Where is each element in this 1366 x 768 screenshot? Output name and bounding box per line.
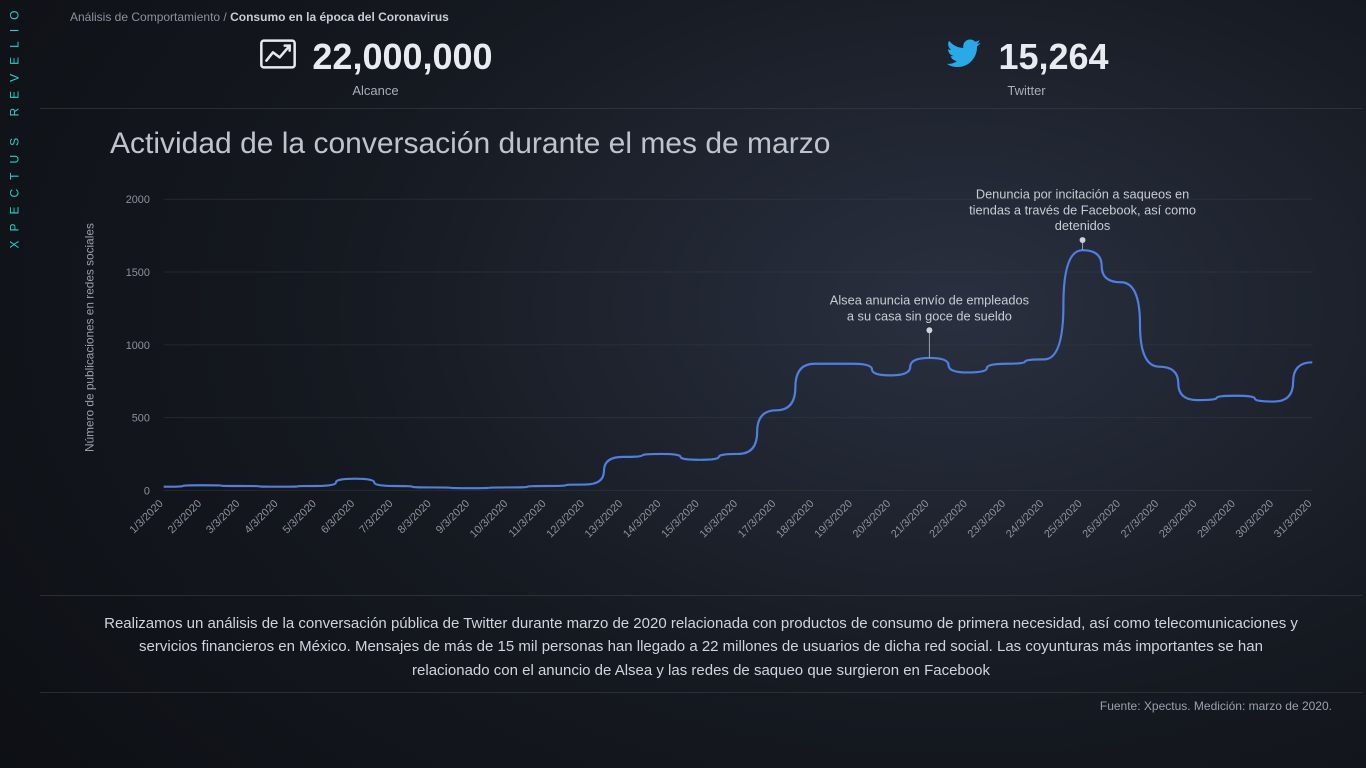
kpi-reach-value: 22,000,000 [312, 36, 492, 78]
svg-text:Alsea anuncia envío de emplead: Alsea anuncia envío de empleados [830, 293, 1029, 308]
kpi-twitter-label: Twitter [1007, 83, 1045, 98]
svg-text:1/3/2020: 1/3/2020 [127, 498, 165, 536]
svg-text:4/3/2020: 4/3/2020 [242, 498, 280, 536]
svg-text:20/3/2020: 20/3/2020 [851, 498, 894, 541]
svg-text:a su casa sin goce de sueldo: a su casa sin goce de sueldo [847, 308, 1012, 323]
activity-chart: 0 500 1000 1500 2000 1/3/20202/3/20203/3/2020… [70, 165, 1332, 595]
svg-text:21/3/2020: 21/3/2020 [889, 498, 932, 541]
svg-text:15/3/2020: 15/3/2020 [659, 498, 702, 541]
divider [40, 595, 1362, 596]
breadcrumb-root: Análisis de Comportamiento [70, 10, 220, 24]
chart-title: Actividad de la conversación durante el … [40, 109, 1362, 165]
twitter-icon [944, 34, 984, 79]
svg-text:16/3/2020: 16/3/2020 [698, 498, 741, 541]
svg-text:24/3/2020: 24/3/2020 [1004, 498, 1047, 541]
trend-up-icon [258, 34, 298, 79]
svg-text:26/3/2020: 26/3/2020 [1080, 498, 1123, 541]
svg-text:7/3/2020: 7/3/2020 [357, 498, 395, 536]
svg-text:2/3/2020: 2/3/2020 [166, 498, 204, 536]
svg-text:22/3/2020: 22/3/2020 [927, 498, 970, 541]
svg-text:31/3/2020: 31/3/2020 [1272, 498, 1315, 541]
svg-text:27/3/2020: 27/3/2020 [1119, 498, 1162, 541]
svg-text:11/3/2020: 11/3/2020 [507, 498, 549, 540]
svg-text:3/3/2020: 3/3/2020 [204, 498, 242, 536]
kpi-reach: 22,000,000 Alcance [70, 34, 681, 98]
breadcrumb-sep: / [223, 10, 226, 24]
breadcrumb: Análisis de Comportamiento / Consumo en … [40, 0, 1362, 30]
brand-rail: XPECTUS REVELIO [0, 0, 30, 250]
kpi-twitter: 15,264 Twitter [721, 34, 1332, 98]
svg-text:500: 500 [132, 413, 150, 425]
svg-text:tiendas a través de Facebook,: tiendas a través de Facebook, así como [969, 202, 1196, 217]
page: Análisis de Comportamiento / Consumo en … [40, 0, 1362, 768]
svg-text:2000: 2000 [126, 194, 150, 206]
source-text: Fuente: Xpectus. Medición: marzo de 2020… [40, 693, 1362, 721]
kpi-reach-label: Alcance [352, 83, 398, 98]
brand-text: XPECTUS REVELIO [8, 1, 22, 248]
svg-text:17/3/2020: 17/3/2020 [736, 498, 779, 541]
svg-text:25/3/2020: 25/3/2020 [1042, 498, 1085, 541]
divider [40, 692, 1362, 693]
svg-text:5/3/2020: 5/3/2020 [281, 498, 319, 536]
svg-text:30/3/2020: 30/3/2020 [1234, 498, 1277, 541]
svg-text:1000: 1000 [126, 340, 150, 352]
svg-text:18/3/2020: 18/3/2020 [774, 498, 817, 541]
kpi-row: 22,000,000 Alcance 15,264 Twitter [40, 30, 1362, 108]
svg-text:12/3/2020: 12/3/2020 [544, 498, 587, 541]
breadcrumb-current: Consumo en la época del Coronavirus [230, 10, 449, 24]
kpi-twitter-value: 15,264 [998, 36, 1108, 78]
svg-text:detenidos: detenidos [1055, 218, 1110, 233]
summary-text: Realizamos un análisis de la conversació… [40, 596, 1362, 692]
svg-text:Número de publicaciones en red: Número de publicaciones en redes sociale… [83, 223, 97, 452]
svg-text:13/3/2020: 13/3/2020 [583, 498, 626, 541]
svg-text:10/3/2020: 10/3/2020 [468, 498, 511, 541]
svg-text:23/3/2020: 23/3/2020 [966, 498, 1009, 541]
svg-text:0: 0 [144, 485, 150, 497]
svg-text:29/3/2020: 29/3/2020 [1195, 498, 1238, 541]
svg-text:28/3/2020: 28/3/2020 [1157, 498, 1200, 541]
divider [40, 108, 1362, 109]
svg-text:14/3/2020: 14/3/2020 [621, 498, 664, 541]
svg-text:9/3/2020: 9/3/2020 [434, 498, 472, 536]
svg-text:8/3/2020: 8/3/2020 [396, 498, 434, 536]
svg-text:Denuncia por incitación a saq: Denuncia por incitación a saqueos en [976, 187, 1189, 202]
svg-text:1500: 1500 [126, 267, 150, 279]
svg-text:6/3/2020: 6/3/2020 [319, 498, 357, 536]
svg-text:19/3/2020: 19/3/2020 [812, 498, 855, 541]
